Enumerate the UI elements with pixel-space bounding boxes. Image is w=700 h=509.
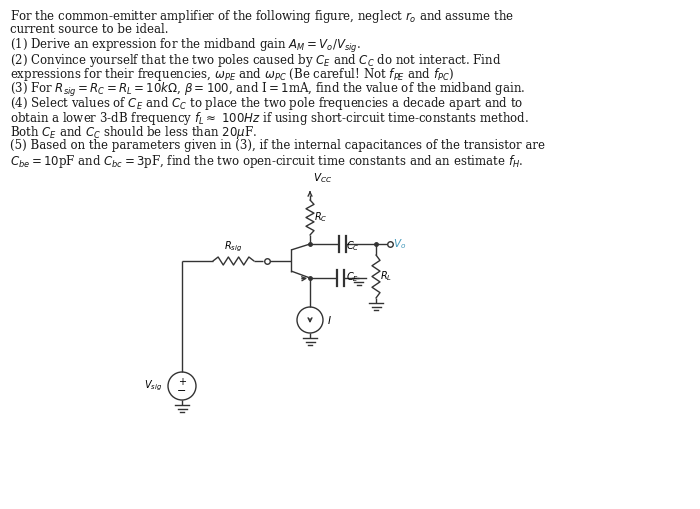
Text: (3) For $R_{sig}$$=R_C$$=R_L$$=10k\Omega$, $\beta=100$, and I$=1$mA, find the va: (3) For $R_{sig}$$=R_C$$=R_L$$=10k\Omega…: [10, 80, 525, 99]
Text: (2) Convince yourself that the two poles caused by $C_E$ and $C_C$ do not intera: (2) Convince yourself that the two poles…: [10, 51, 501, 69]
Text: −: −: [177, 386, 187, 396]
Text: $R_C$: $R_C$: [314, 211, 328, 224]
Text: $C_{be}$$=10$pF and $C_{bc}$$=3$pF, find the two open-circuit time constants and: $C_{be}$$=10$pF and $C_{bc}$$=3$pF, find…: [10, 153, 524, 170]
Text: $I$: $I$: [327, 314, 332, 326]
Text: $V_o$: $V_o$: [393, 237, 406, 251]
Text: (4) Select values of $C_E$ and $C_C$ to place the two pole frequencies a decade : (4) Select values of $C_E$ and $C_C$ to …: [10, 95, 524, 112]
Text: obtain a lower 3-dB frequency $\mathit{f_L}$$\approx$ $\mathbf{\mathit{100Hz}}$ : obtain a lower 3-dB frequency $\mathit{f…: [10, 109, 529, 127]
Text: +: +: [178, 377, 186, 387]
Text: $C_C$: $C_C$: [346, 239, 360, 253]
Text: $R_{sig}$: $R_{sig}$: [225, 240, 243, 254]
Text: current source to be ideal.: current source to be ideal.: [10, 22, 169, 36]
Text: $V_{sig}$: $V_{sig}$: [144, 379, 162, 393]
Text: $V_{CC}$: $V_{CC}$: [313, 171, 332, 185]
Text: Both $C_E$ and $C_C$ should be less than $20\mu$F.: Both $C_E$ and $C_C$ should be less than…: [10, 124, 257, 141]
Text: $C_E$: $C_E$: [346, 270, 358, 284]
Text: (1) Derive an expression for the midband gain $\mathit{A_M}$$\mathit{=V_o/V_{sig: (1) Derive an expression for the midband…: [10, 37, 360, 55]
Text: $R_L$: $R_L$: [380, 270, 392, 284]
Text: expressions for their frequencies, $\omega_{PE}$ and $\omega_{PC}$ (Be careful! : expressions for their frequencies, $\ome…: [10, 66, 454, 83]
Text: (5) Based on the parameters given in (3), if the internal capacitances of the tr: (5) Based on the parameters given in (3)…: [10, 138, 545, 152]
Text: For the common-emitter amplifier of the following figure, neglect $r_o$ and assu: For the common-emitter amplifier of the …: [10, 8, 514, 25]
